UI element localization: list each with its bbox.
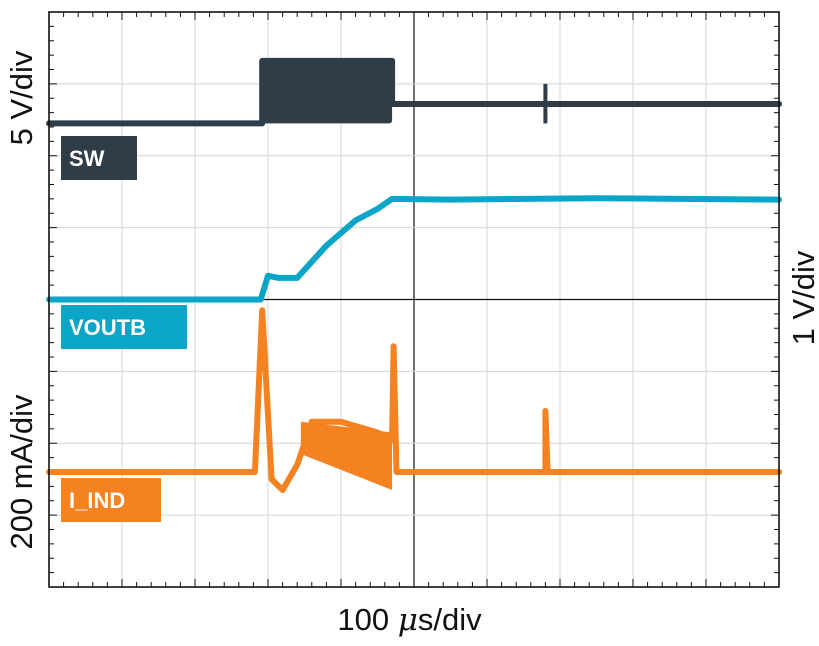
trace-i-ind [46,307,782,493]
traces [46,57,782,493]
i-ind-ripple [300,421,393,490]
trace-line-i-ind [46,307,782,493]
trace-label-i-ind: I_IND [61,478,161,522]
trace-label-sw: SW [61,136,137,180]
x-axis-label: 100 μs/div [337,602,482,638]
sw-switching-burst [262,60,393,124]
trace-label-box [61,136,137,180]
trace-voutb [46,195,782,303]
trace-line-sw [46,57,782,127]
trace-label-text: SW [69,146,105,171]
trace-label-text: I_IND [69,488,125,513]
trace-label-box [61,478,161,522]
trace-label-text: VOUTB [69,315,146,340]
trace-labels: SW VOUTB I_IND [61,136,187,522]
trace-line-voutb [46,195,782,303]
grid-lines [49,12,779,587]
trace-label-voutb: VOUTB [61,305,187,349]
trace-sw [46,57,782,127]
trace-label-box [61,305,187,349]
plot-frame [48,11,780,588]
